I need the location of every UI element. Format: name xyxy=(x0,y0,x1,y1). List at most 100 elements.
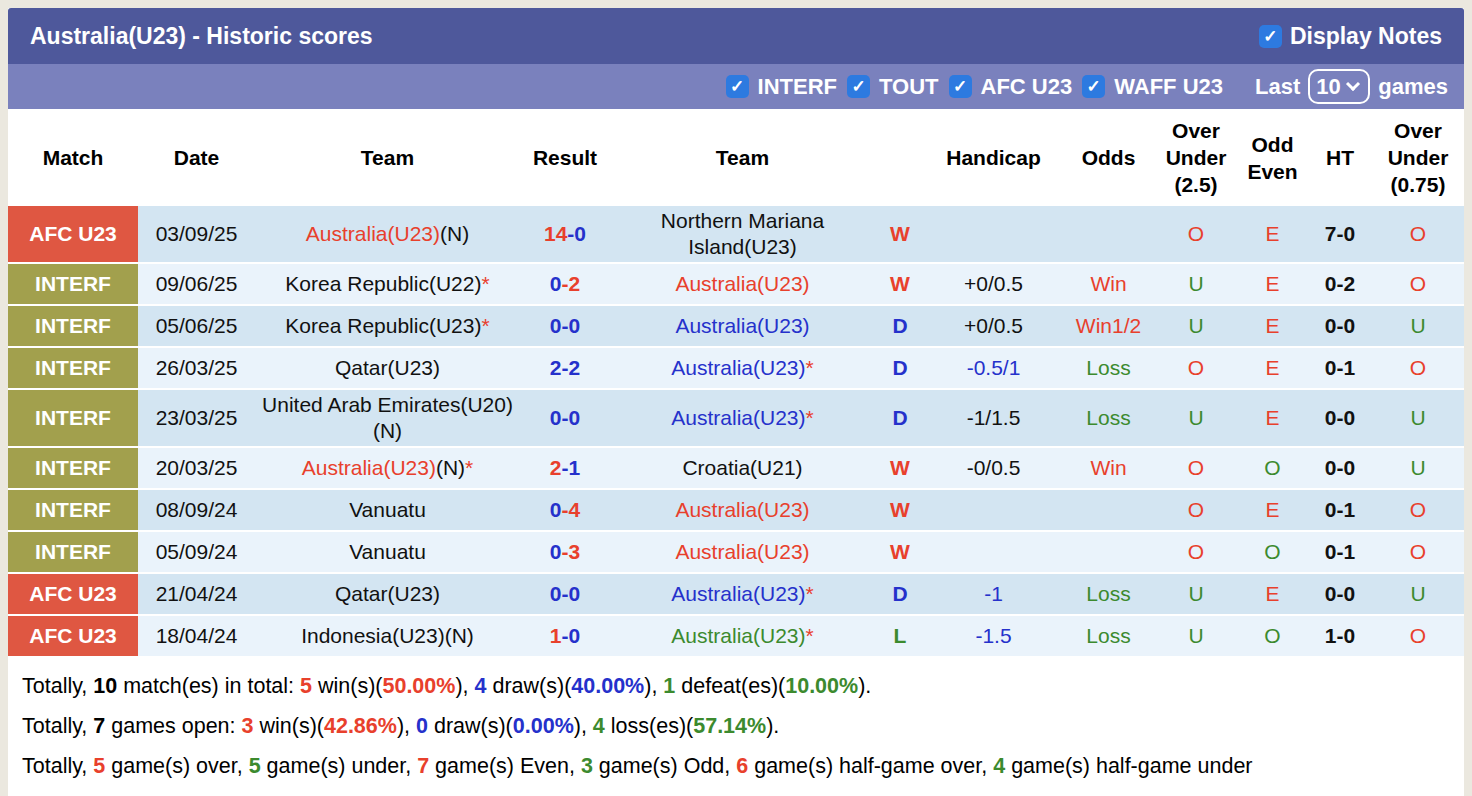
summary-part: 42.86% xyxy=(324,714,397,738)
text-part: 2 xyxy=(550,456,562,479)
chevron-down-icon xyxy=(1346,77,1360,91)
away-team-link[interactable]: Australia(U23)* xyxy=(610,615,875,657)
text-part: Vanuatu xyxy=(349,540,426,563)
competition-badge[interactable]: INTERF xyxy=(8,447,138,489)
match-result: 0-2 xyxy=(520,263,610,305)
summary-part: match(es) in total: xyxy=(117,674,300,698)
over-under-2-5-flag: O xyxy=(1155,531,1237,573)
odds-outcome: Win1/2 xyxy=(1062,305,1155,347)
home-team-link[interactable]: Indonesia(U23)(N) xyxy=(255,615,520,657)
over-under-2-5-flag: O xyxy=(1155,206,1237,263)
checkbox-icon[interactable]: ✓ xyxy=(949,75,972,98)
home-team-link[interactable]: Australia(U23)(N) xyxy=(255,206,520,263)
text-part: -0 xyxy=(567,222,586,245)
filter-toggle-tout[interactable]: ✓TOUT xyxy=(847,74,938,100)
over-under-2-5-flag: U xyxy=(1155,573,1237,615)
title-bar: Australia(U23) - Historic scores ✓ Displ… xyxy=(8,8,1464,64)
text-part: * xyxy=(806,406,814,429)
away-team-link[interactable]: Croatia(U21) xyxy=(610,447,875,489)
games-count-selectbox[interactable]: 10 xyxy=(1308,69,1370,104)
summary-part: 4 xyxy=(593,714,605,738)
over-under-2-5-flag: U xyxy=(1155,263,1237,305)
table-body: AFC U2303/09/25Australia(U23)(N)14-0Nort… xyxy=(8,206,1464,657)
competition-badge[interactable]: INTERF xyxy=(8,263,138,305)
column-header: Match xyxy=(8,109,138,206)
home-team-link[interactable]: Korea Republic(U23)* xyxy=(255,305,520,347)
summary-part: 40.00% xyxy=(571,674,644,698)
table-row: INTERF08/09/24Vanuatu0-4Australia(U23)WO… xyxy=(8,489,1464,531)
away-team-link[interactable]: Australia(U23) xyxy=(610,263,875,305)
over-under-0-75-flag: U xyxy=(1372,447,1464,489)
summary-part: 4 xyxy=(475,674,487,698)
checkbox-icon[interactable]: ✓ xyxy=(1082,75,1105,98)
competition-badge[interactable]: INTERF xyxy=(8,531,138,573)
checkbox-icon[interactable]: ✓ xyxy=(847,75,870,98)
win-draw-loss-flag: W xyxy=(875,489,925,531)
summary-part: 10 xyxy=(93,674,117,698)
match-date: 26/03/25 xyxy=(138,347,255,389)
column-header: Over Under (0.75) xyxy=(1372,109,1464,206)
home-team-link[interactable]: United Arab Emirates(U20)(N) xyxy=(255,389,520,447)
home-team-link[interactable]: Korea Republic(U22)* xyxy=(255,263,520,305)
over-under-2-5-flag: U xyxy=(1155,389,1237,447)
away-team-link[interactable]: Australia(U23)* xyxy=(610,573,875,615)
summary-part: 7 xyxy=(93,714,105,738)
competition-badge[interactable]: AFC U23 xyxy=(8,206,138,263)
summary-part: 3 xyxy=(242,714,254,738)
over-under-0-75-flag: O xyxy=(1372,206,1464,263)
competition-badge[interactable]: INTERF xyxy=(8,305,138,347)
summary-part: ). xyxy=(766,714,779,738)
match-result: 1-0 xyxy=(520,615,610,657)
odd-even-flag: E xyxy=(1237,206,1308,263)
checkbox-icon[interactable]: ✓ xyxy=(726,75,749,98)
page-title: Australia(U23) - Historic scores xyxy=(30,23,373,50)
competition-badge[interactable]: AFC U23 xyxy=(8,573,138,615)
text-part: Australia(U23) xyxy=(675,272,809,295)
match-date: 21/04/24 xyxy=(138,573,255,615)
competition-badge[interactable]: INTERF xyxy=(8,347,138,389)
over-under-0-75-flag: U xyxy=(1372,305,1464,347)
match-result: 0-0 xyxy=(520,573,610,615)
away-team-link[interactable]: Australia(U23)* xyxy=(610,389,875,447)
filter-toggle-interf[interactable]: ✓ INTERF xyxy=(726,74,837,100)
competition-badge[interactable]: AFC U23 xyxy=(8,615,138,657)
home-team-link[interactable]: Qatar(U23) xyxy=(255,347,520,389)
match-result: 0-0 xyxy=(520,305,610,347)
half-time-score: 0-1 xyxy=(1308,347,1372,389)
text-part: 0-0 xyxy=(550,582,580,605)
home-team-link[interactable]: Qatar(U23) xyxy=(255,573,520,615)
away-team-link[interactable]: Australia(U23) xyxy=(610,305,875,347)
summary-part: ), xyxy=(574,714,593,738)
text-part: 14 xyxy=(544,222,567,245)
competition-badge[interactable]: INTERF xyxy=(8,389,138,447)
competition-badge[interactable]: INTERF xyxy=(8,489,138,531)
filter-toggle-afc-u23[interactable]: ✓AFC U23 xyxy=(949,74,1073,100)
match-date: 20/03/25 xyxy=(138,447,255,489)
win-draw-loss-flag: D xyxy=(875,305,925,347)
text-part: Australia(U23) xyxy=(671,406,805,429)
display-notes-toggle[interactable]: ✓ Display Notes xyxy=(1259,23,1442,50)
away-team-link[interactable]: Australia(U23)* xyxy=(610,347,875,389)
text-part: -0 xyxy=(562,624,581,647)
half-time-score: 0-0 xyxy=(1308,389,1372,447)
handicap-value: +0/0.5 xyxy=(925,305,1062,347)
last-games-group: Last 10 games xyxy=(1255,69,1448,104)
text-part: Qatar(U23) xyxy=(335,356,440,379)
home-team-link[interactable]: Vanuatu xyxy=(255,489,520,531)
half-time-score: 0-0 xyxy=(1308,573,1372,615)
filter-label: INTERF xyxy=(758,74,837,100)
handicap-value: -0.5/1 xyxy=(925,347,1062,389)
summary-part: Totally, xyxy=(22,714,93,738)
home-team-link[interactable]: Vanuatu xyxy=(255,531,520,573)
match-result: 0-3 xyxy=(520,531,610,573)
summary-part: ), xyxy=(644,674,663,698)
filter-toggle-waff-u23[interactable]: ✓WAFF U23 xyxy=(1082,74,1223,100)
away-team-link[interactable]: Australia(U23) xyxy=(610,531,875,573)
away-team-link[interactable]: Northern Mariana Island(U23) xyxy=(610,206,875,263)
home-team-link[interactable]: Australia(U23)(N)* xyxy=(255,447,520,489)
last-games-select[interactable]: 10 xyxy=(1316,74,1341,99)
display-notes-checkbox-icon[interactable]: ✓ xyxy=(1259,25,1282,48)
away-team-link[interactable]: Australia(U23) xyxy=(610,489,875,531)
summary-part: game(s) over, xyxy=(105,754,248,778)
match-result: 0-4 xyxy=(520,489,610,531)
